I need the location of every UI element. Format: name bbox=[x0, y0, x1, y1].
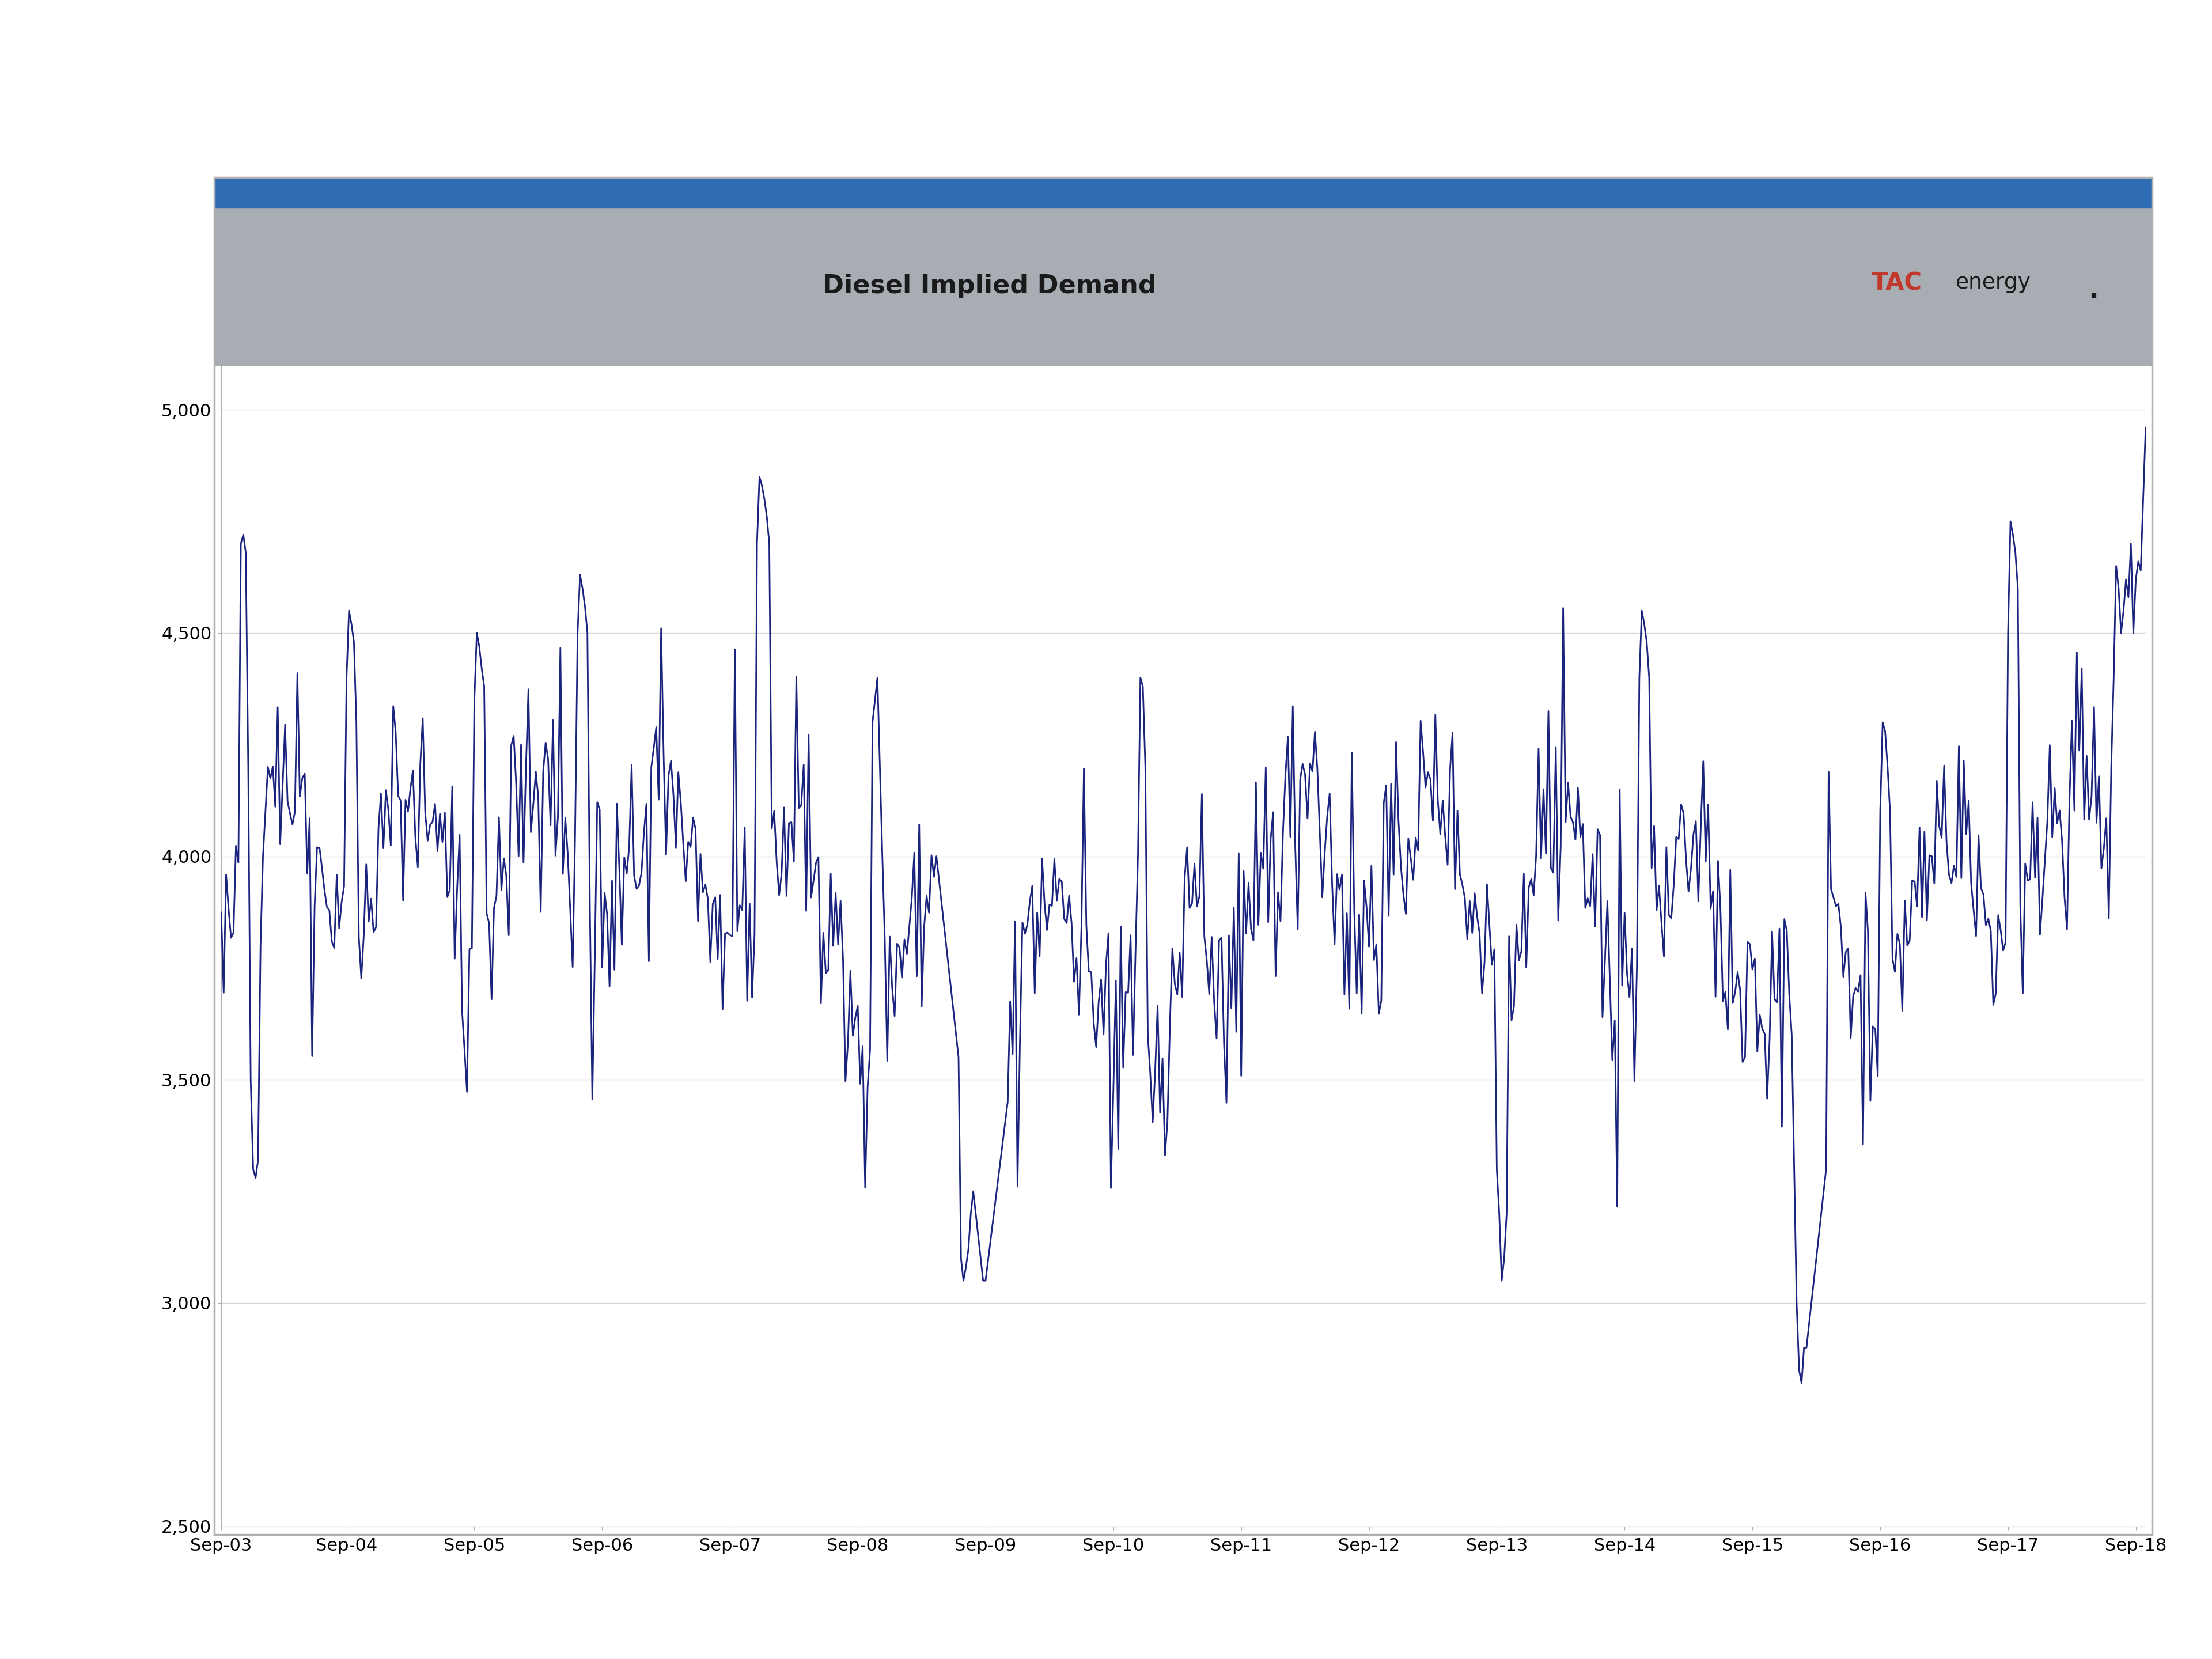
Text: energy: energy bbox=[1955, 272, 2031, 294]
Text: TAC: TAC bbox=[1871, 270, 1922, 295]
Text: Diesel Implied Demand: Diesel Implied Demand bbox=[823, 274, 1157, 299]
Text: .: . bbox=[2088, 279, 2099, 304]
